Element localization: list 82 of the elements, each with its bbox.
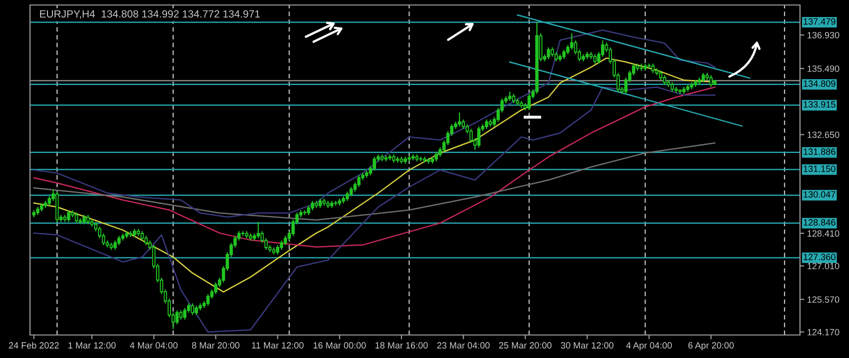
candlestick — [434, 152, 438, 162]
candlestick — [303, 210, 306, 216]
candlestick — [194, 305, 198, 316]
x-tick-label: 30 Mar 12:00 — [560, 342, 614, 349]
candlestick — [346, 191, 349, 202]
candlestick — [74, 212, 78, 224]
candlestick — [310, 200, 314, 211]
x-tick-label: 18 Mar 16:00 — [376, 342, 428, 349]
y-tick-label: 136.930 — [808, 32, 840, 38]
y-tick-label: 124.170 — [808, 328, 840, 336]
chart-title: EURJPY,H4 134.808 134.992 134.772 134.971 — [40, 10, 260, 19]
candlestick — [183, 307, 186, 320]
candlestick — [284, 235, 288, 246]
candlestick — [190, 302, 194, 316]
candlestick — [276, 244, 280, 256]
candlestick — [144, 235, 148, 246]
candlestick — [419, 156, 422, 162]
y-tick-label: 125.570 — [808, 296, 840, 303]
candlestick — [113, 240, 117, 250]
candlestick — [350, 186, 353, 197]
ref-line-label: 131.886 — [804, 148, 836, 155]
x-tick-label: 24 Feb 2022 — [8, 342, 59, 349]
candlestick — [237, 230, 241, 242]
ref-line-label: 127.360 — [804, 254, 836, 260]
x-tick-label: 11 Mar 12:00 — [252, 342, 304, 349]
candlestick — [140, 230, 144, 242]
candlestick — [709, 74, 713, 88]
candlestick — [214, 282, 218, 295]
candlestick — [357, 174, 361, 188]
candlestick — [306, 205, 310, 216]
candlestick — [702, 72, 705, 83]
x-tick-label: 8 Mar 20:00 — [192, 342, 240, 349]
candlestick — [458, 112, 462, 128]
y-tick-label: 132.650 — [808, 132, 840, 138]
candlestick — [512, 93, 516, 104]
y-tick-label: 127.010 — [808, 262, 840, 270]
ref-line-label: 137.479 — [804, 18, 836, 25]
candlestick — [179, 310, 183, 320]
x-tick-label: 25 Mar 20:00 — [499, 342, 552, 349]
candlestick — [102, 232, 106, 246]
y-tick-label: 135.490 — [808, 66, 840, 72]
x-tick-label: 4 Apr 04:00 — [626, 342, 672, 350]
line-series — [33, 57, 716, 293]
candlestick — [593, 54, 597, 64]
candlestick — [670, 82, 674, 92]
ref-line-label: 130.047 — [804, 191, 836, 198]
candlestick — [528, 93, 531, 111]
candlestick — [484, 118, 488, 130]
candlestick — [86, 214, 90, 225]
y-tick-label: 128.410 — [808, 230, 840, 237]
x-tick-label: 6 Apr 20:00 — [688, 342, 734, 350]
ref-line-label: 134.809 — [804, 80, 836, 87]
candlestick — [82, 214, 86, 225]
line-series — [33, 86, 716, 248]
candlestick — [651, 63, 655, 74]
candlestick — [117, 235, 121, 246]
line-series — [33, 142, 716, 221]
candlestick — [372, 156, 376, 172]
candlestick — [175, 310, 179, 325]
candlestick — [659, 70, 662, 80]
line-series — [33, 30, 716, 218]
candlestick — [206, 293, 210, 306]
candlestick — [318, 198, 322, 208]
candlestick — [550, 46, 554, 58]
candlestick — [554, 51, 558, 62]
ref-line-label: 131.150 — [804, 166, 836, 172]
candlestick — [662, 74, 666, 86]
candlestick — [477, 126, 480, 148]
candlestick — [67, 210, 70, 222]
x-tick-label: 23 Mar 04:00 — [437, 342, 490, 349]
ref-line-label: 133.915 — [804, 101, 836, 108]
x-tick-label: 1 Mar 12:00 — [68, 342, 116, 349]
candlestick — [508, 91, 512, 102]
candlestick — [562, 49, 566, 60]
candlestick — [256, 221, 260, 239]
candlestick — [570, 32, 574, 50]
candlestick — [408, 155, 411, 162]
candlestick — [546, 46, 550, 60]
candlestick — [280, 240, 284, 250]
x-tick-label: 16 Mar 00:00 — [314, 342, 366, 349]
x-tick-label: 4 Mar 04:00 — [130, 342, 178, 349]
ref-line-label: 128.846 — [804, 219, 836, 226]
